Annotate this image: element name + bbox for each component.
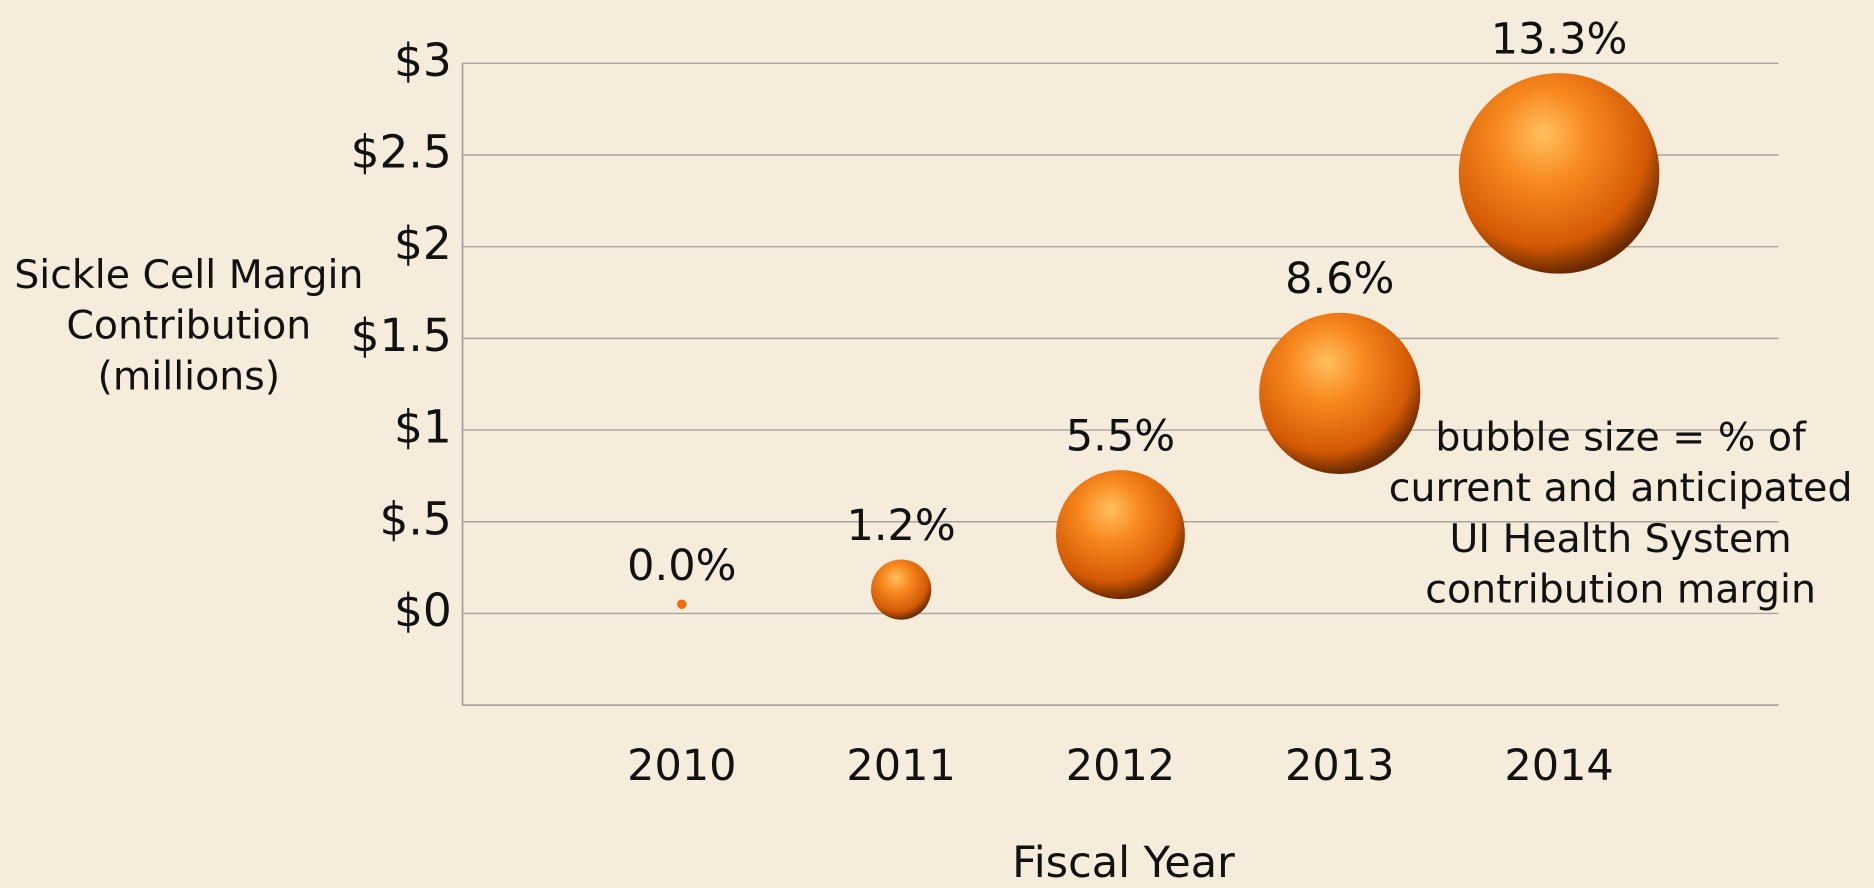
y-tick-label: $2.5	[351, 126, 452, 179]
x-axis-title: Fiscal Year	[1012, 838, 1235, 888]
y-axis-title: (millions)	[97, 353, 280, 399]
y-tick-label: $3	[394, 34, 452, 87]
x-tick-label: 2013	[1285, 741, 1394, 791]
bubble	[1259, 312, 1421, 475]
bubble	[1458, 73, 1660, 274]
data-label: 8.6%	[1285, 254, 1394, 304]
x-tick-label: 2014	[1504, 741, 1613, 791]
x-tick-label: 2010	[627, 741, 736, 791]
y-tick-label: $.5	[380, 492, 452, 545]
data-label: 0.0%	[627, 541, 736, 591]
x-tick-label: 2011	[846, 741, 955, 791]
data-label: 5.5%	[1066, 412, 1175, 462]
data-label: 13.3%	[1491, 15, 1628, 65]
annotation: bubble size = % of	[1435, 414, 1807, 460]
annotation: current and anticipated	[1389, 465, 1853, 511]
annotation: contribution margin	[1425, 567, 1816, 613]
y-tick-label: $0	[394, 584, 452, 637]
data-label: 1.2%	[846, 501, 955, 551]
annotation: UI Health System	[1450, 516, 1792, 562]
bubble	[871, 559, 932, 620]
y-tick-label: $2	[394, 217, 452, 270]
bubble	[677, 599, 687, 610]
x-tick-label: 2012	[1066, 741, 1175, 791]
y-tick-label: $1	[394, 401, 452, 454]
y-axis-title: Contribution	[66, 303, 311, 349]
y-axis-title: Sickle Cell Margin	[14, 252, 363, 298]
y-tick-label: $1.5	[351, 309, 452, 362]
bubble	[1055, 470, 1185, 600]
